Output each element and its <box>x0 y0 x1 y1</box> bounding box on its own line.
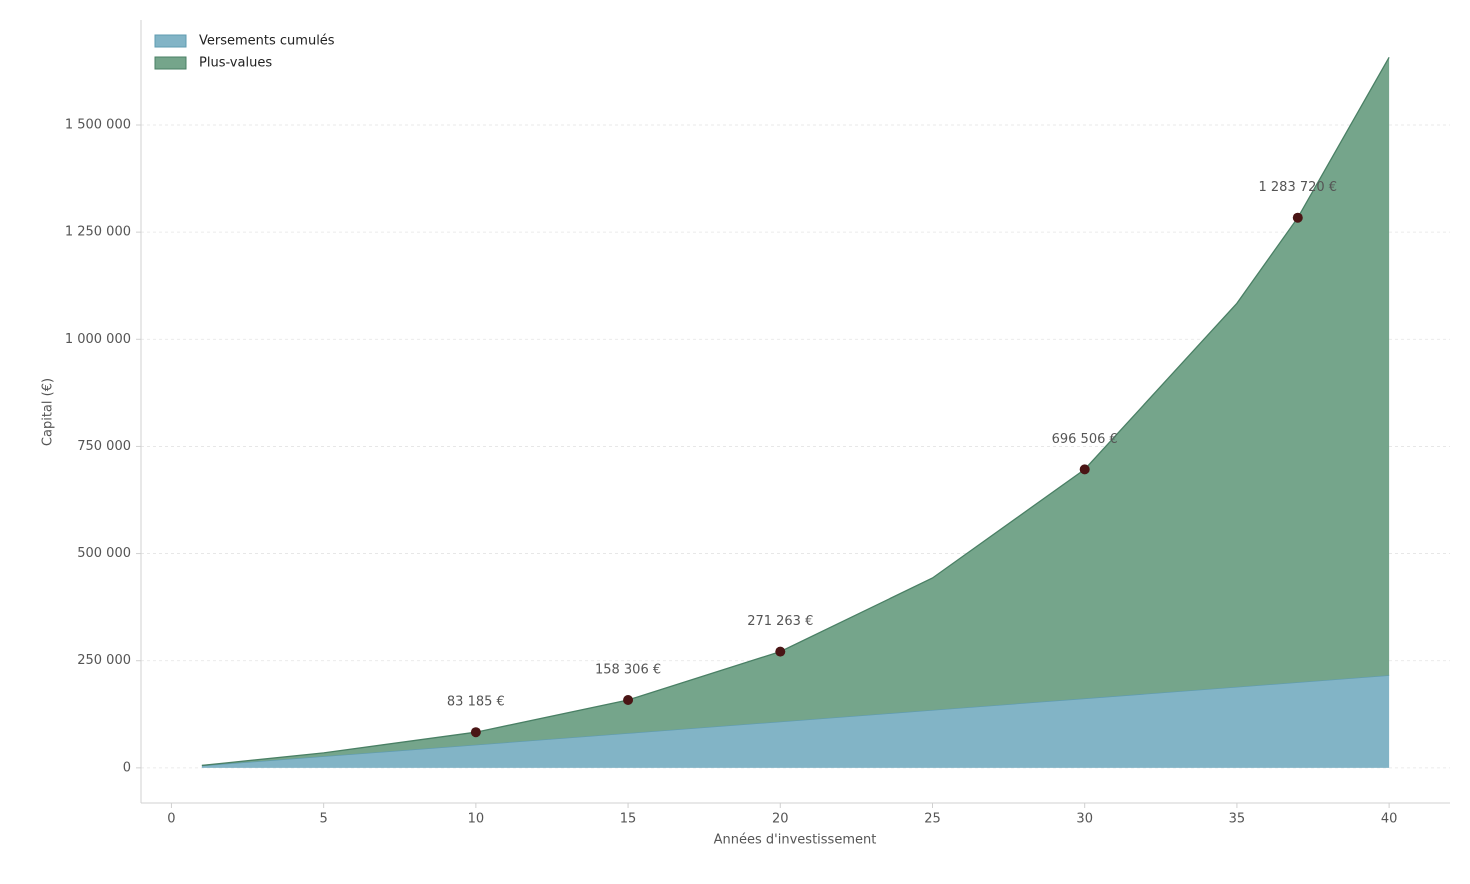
legend-label: Plus-values <box>199 56 272 71</box>
x-tick-label: 25 <box>924 812 941 827</box>
y-tick-label: 1 500 000 <box>65 118 131 133</box>
x-tick-label: 5 <box>320 812 328 827</box>
x-tick-label: 0 <box>167 812 175 827</box>
annotation-label: 158 306 € <box>595 663 661 678</box>
annotation-marker <box>1079 464 1090 475</box>
x-tick-label: 35 <box>1229 812 1246 827</box>
legend-swatch <box>154 34 187 48</box>
annotation-marker <box>470 727 481 738</box>
y-tick-label: 750 000 <box>77 439 131 454</box>
y-axis-label: Capital (€) <box>41 378 56 446</box>
annotation-label: 83 185 € <box>447 695 505 710</box>
annotation-marker <box>623 695 634 706</box>
x-tick-label: 30 <box>1076 812 1093 827</box>
y-tick-label: 1 000 000 <box>65 332 131 347</box>
x-tick-label: 15 <box>620 812 637 827</box>
legend-label: Versements cumulés <box>199 34 335 49</box>
y-tick-label: 1 250 000 <box>65 225 131 240</box>
y-tick-label: 500 000 <box>77 546 131 561</box>
y-tick-label: 250 000 <box>77 653 131 668</box>
annotation-marker <box>1292 212 1303 223</box>
annotation-label: 1 283 720 € <box>1259 180 1338 195</box>
annotation-marker <box>775 646 786 657</box>
area <box>201 57 1390 766</box>
annotation-label: 271 263 € <box>747 614 813 629</box>
x-axis-label: Années d'investissement <box>714 833 877 848</box>
x-tick-label: 40 <box>1381 812 1398 827</box>
legend-swatch <box>154 56 187 70</box>
y-tick-label: 0 <box>123 760 131 775</box>
x-tick-label: 20 <box>772 812 789 827</box>
area-edge <box>201 56 1390 767</box>
x-tick-label: 10 <box>468 812 485 827</box>
annotation-label: 696 506 € <box>1052 432 1118 447</box>
